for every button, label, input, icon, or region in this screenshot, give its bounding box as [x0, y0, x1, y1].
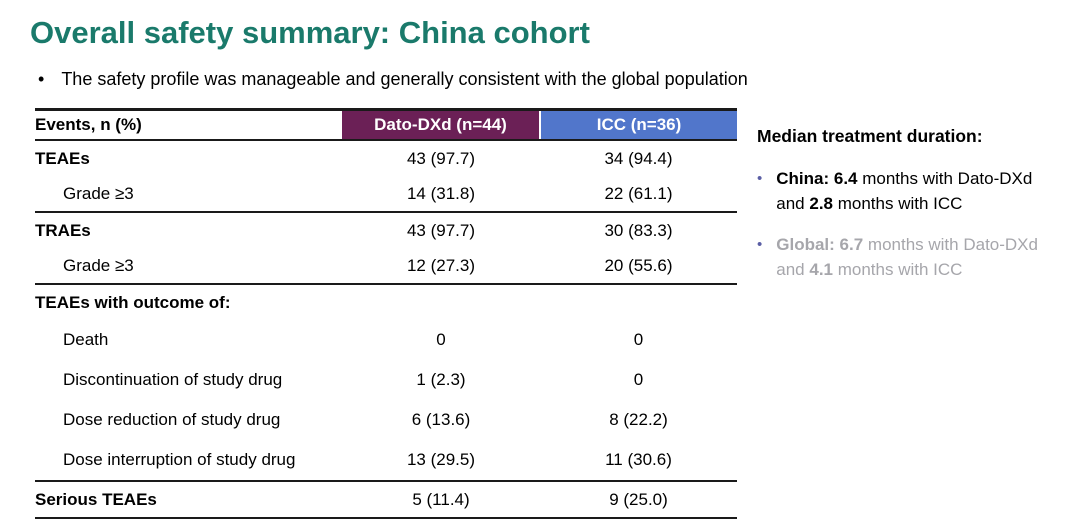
table-row: Dose reduction of study drug 6 (13.6) 8 …	[35, 400, 737, 440]
row-label: Dose reduction of study drug	[63, 410, 281, 429]
row-label: TEAEs with outcome of:	[35, 283, 342, 320]
table-row: TRAEs 43 (97.7) 30 (83.3)	[35, 211, 737, 248]
global-duration-bold: Global: 6.7	[776, 235, 864, 254]
global-duration-rest: months with Dato-DXd	[863, 235, 1038, 254]
dato-value: 0	[436, 330, 446, 349]
global-bullet: • Global: 6.7 months with Dato-DXd and 4…	[757, 232, 1072, 282]
global-line2-pre: and	[776, 260, 810, 279]
china-bullet-text: China: 6.4 months with Dato-DXd and 2.8 …	[776, 166, 1032, 216]
table-row: Serious TEAEs 5 (11.4) 9 (25.0)	[35, 480, 737, 518]
bullet-dot-icon: •	[757, 236, 763, 253]
content-area: Events, n (%) Dato-DXd (n=44) ICC (n=36)…	[0, 108, 1080, 519]
slide: Overall safety summary: China cohort • T…	[0, 14, 1080, 524]
col-header-events: Events, n (%)	[35, 108, 342, 141]
table-row: TEAEs 43 (97.7) 34 (94.4)	[35, 140, 737, 176]
icc-value	[540, 283, 737, 320]
dato-value: 43 (97.7)	[342, 211, 540, 248]
dato-value: 1 (2.3)	[416, 370, 466, 389]
row-label: TEAEs	[35, 148, 90, 168]
dato-value: 12 (27.3)	[406, 255, 476, 275]
china-duration-rest: months with Dato-DXd	[857, 169, 1033, 188]
table-row: TEAEs with outcome of:	[35, 283, 737, 320]
summary-bullet-text: The safety profile was manageable and ge…	[61, 69, 748, 89]
global-bullet-text: Global: 6.7 months with Dato-DXd and 4.1…	[776, 232, 1038, 282]
summary-bullet: • The safety profile was manageable and …	[38, 67, 1080, 91]
china-bullet: • China: 6.4 months with Dato-DXd and 2.…	[757, 166, 1072, 216]
col-header-icc: ICC (n=36)	[539, 108, 737, 141]
dato-value: 13 (29.5)	[406, 450, 476, 469]
bullet-dot-icon: •	[757, 170, 763, 187]
china-icc-bold: 2.8	[809, 194, 833, 213]
icc-value: 9 (25.0)	[540, 480, 737, 518]
global-icc-bold: 4.1	[809, 260, 833, 279]
dato-value: 43 (97.7)	[406, 148, 476, 168]
china-icc-rest: months with ICC	[833, 194, 963, 213]
icc-value: 34 (94.4)	[604, 148, 673, 168]
icc-value: 11 (30.6)	[605, 450, 672, 469]
col-header-dato-dxd: Dato-DXd (n=44)	[342, 108, 540, 141]
table-row: Dose interruption of study drug 13 (29.5…	[35, 440, 737, 481]
dato-value: 14 (31.8)	[406, 183, 476, 203]
row-label: Dose interruption of study drug	[63, 450, 296, 469]
safety-table: Events, n (%) Dato-DXd (n=44) ICC (n=36)…	[35, 108, 737, 519]
china-line2-pre: and	[776, 194, 810, 213]
icc-value: 0	[633, 370, 644, 389]
table-row: Grade ≥3 12 (27.3) 20 (55.6)	[35, 248, 737, 284]
table-row: Grade ≥3 14 (31.8) 22 (61.1)	[35, 176, 737, 212]
table-row: Discontinuation of study drug 1 (2.3) 0	[35, 360, 737, 400]
icc-value: 8 (22.2)	[609, 410, 668, 429]
china-duration-bold: China: 6.4	[776, 169, 858, 188]
sidebar-heading: Median treatment duration:	[757, 126, 983, 146]
row-label: Death	[63, 330, 109, 349]
table-header-row: Events, n (%) Dato-DXd (n=44) ICC (n=36)	[35, 108, 737, 141]
row-label: Grade ≥3	[63, 255, 134, 275]
median-duration-panel: Median treatment duration: • China: 6.4 …	[757, 108, 1072, 298]
row-label: Serious TEAEs	[35, 480, 342, 518]
row-label: Grade ≥3	[63, 183, 134, 203]
icc-value: 22 (61.1)	[604, 183, 673, 203]
icc-value: 20 (55.6)	[604, 255, 673, 275]
table-row: Death 0 0	[35, 320, 737, 360]
global-icc-rest: months with ICC	[833, 260, 963, 279]
icc-value: 0	[633, 330, 644, 349]
dato-value: 5 (11.4)	[342, 480, 540, 518]
row-label: TRAEs	[35, 211, 342, 248]
icc-value: 30 (83.3)	[540, 211, 737, 248]
dato-value: 6 (13.6)	[411, 410, 471, 429]
bullet-dot-icon: •	[38, 69, 45, 89]
row-label: Discontinuation of study drug	[63, 370, 283, 389]
page-title: Overall safety summary: China cohort	[30, 15, 590, 50]
dato-value	[342, 283, 540, 320]
